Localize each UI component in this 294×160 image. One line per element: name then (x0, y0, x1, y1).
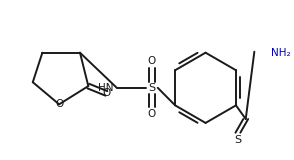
Text: O: O (148, 109, 156, 119)
Text: S: S (148, 83, 156, 93)
Text: O: O (55, 99, 63, 109)
Text: NH₂: NH₂ (271, 48, 290, 58)
Text: O: O (148, 56, 156, 66)
Text: S: S (234, 136, 241, 145)
Text: O: O (102, 88, 111, 98)
Text: HN: HN (98, 83, 114, 93)
